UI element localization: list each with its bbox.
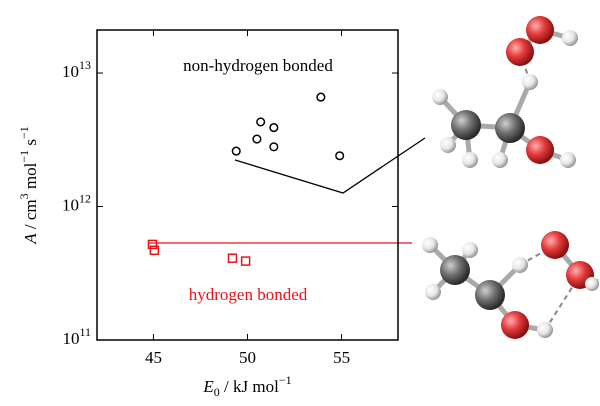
molecule-top bbox=[432, 16, 578, 168]
x-tick-label: 50 bbox=[239, 348, 256, 367]
point bbox=[228, 254, 236, 262]
y-tick-base: 10 bbox=[62, 329, 79, 348]
annotation: non-hydrogen bonded bbox=[183, 56, 333, 75]
y-tick-label: 1013 bbox=[62, 58, 91, 81]
annotation: hydrogen bonded bbox=[189, 285, 308, 304]
y-tick-label: 1012 bbox=[62, 191, 91, 214]
y-tick-exponent: 13 bbox=[79, 58, 91, 72]
connector bbox=[235, 138, 425, 193]
ylabel-part: −1 bbox=[17, 150, 31, 163]
x-axis-label: E0 / kJ mol−1 bbox=[202, 373, 291, 399]
point bbox=[270, 124, 278, 132]
xlabel-part: −1 bbox=[279, 373, 292, 387]
x-tick-label: 45 bbox=[145, 348, 162, 367]
point bbox=[317, 93, 325, 101]
point bbox=[242, 257, 250, 265]
y-tick-exponent: 11 bbox=[79, 325, 91, 339]
y-tick-exponent: 12 bbox=[79, 191, 91, 205]
ylabel-part: mol bbox=[21, 162, 40, 193]
ylabel-part: / cm bbox=[21, 199, 40, 233]
point bbox=[336, 152, 344, 160]
y-axis-label: A / cm3 mol−1 s−1 bbox=[17, 126, 40, 245]
point bbox=[270, 143, 278, 151]
point bbox=[257, 118, 265, 126]
xlabel-part: E bbox=[202, 377, 214, 396]
point bbox=[253, 135, 261, 143]
ylabel-part: A bbox=[21, 233, 40, 245]
chart: 455055101110121013E0 / kJ mol−1A / cm3 m… bbox=[0, 0, 600, 406]
xlabel-part: / kJ mol bbox=[220, 377, 279, 396]
y-tick-label: 1011 bbox=[62, 325, 91, 348]
molecule-bottom bbox=[422, 231, 599, 339]
y-tick-base: 10 bbox=[62, 195, 79, 214]
x-tick-label: 55 bbox=[333, 348, 350, 367]
ylabel-part: s bbox=[21, 139, 40, 150]
point bbox=[232, 147, 240, 155]
ylabel-part: −1 bbox=[17, 126, 31, 139]
y-tick-base: 10 bbox=[62, 62, 79, 81]
